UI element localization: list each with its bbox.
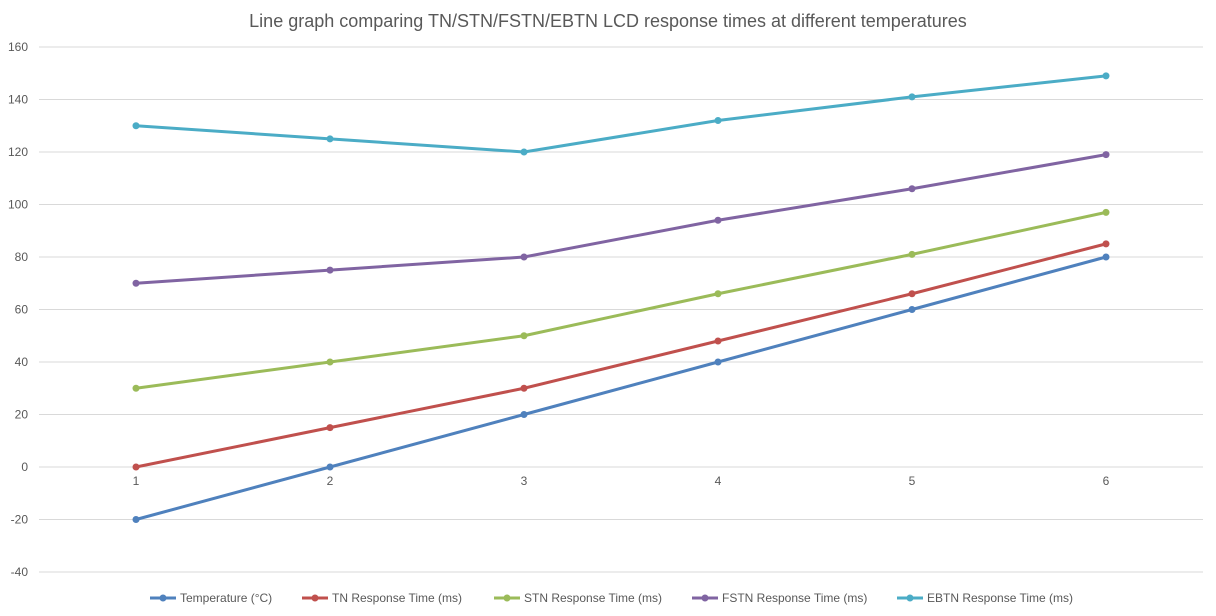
legend-marker — [311, 594, 319, 602]
data-point — [908, 93, 916, 101]
legend-item: Temperature (°C) — [150, 591, 272, 605]
data-point — [908, 250, 916, 258]
data-point — [132, 384, 140, 392]
legend-item: FSTN Response Time (ms) — [692, 591, 867, 605]
legend-item: STN Response Time (ms) — [494, 591, 662, 605]
legend-label: FSTN Response Time (ms) — [722, 591, 867, 605]
y-tick-label: 140 — [8, 93, 28, 107]
x-tick-label: 1 — [133, 474, 140, 488]
legend-marker — [503, 594, 511, 602]
data-point — [520, 332, 528, 340]
data-point — [714, 216, 722, 224]
data-point — [908, 185, 916, 193]
series-line — [135, 210, 1107, 390]
data-point — [326, 358, 334, 366]
y-tick-label: 40 — [15, 355, 29, 369]
data-point — [326, 266, 334, 274]
data-point — [1102, 151, 1110, 159]
data-point — [908, 290, 916, 298]
chart-title: Line graph comparing TN/STN/FSTN/EBTN LC… — [249, 11, 967, 31]
y-tick-label: 120 — [8, 145, 28, 159]
y-tick-label: 0 — [21, 460, 28, 474]
data-point — [1102, 72, 1110, 80]
x-tick-label: 3 — [521, 474, 528, 488]
series-2 — [132, 208, 1110, 392]
legend-item: TN Response Time (ms) — [302, 591, 462, 605]
data-point — [520, 384, 528, 392]
y-tick-label: 60 — [15, 303, 29, 317]
data-point — [714, 117, 722, 124]
series-3 — [132, 151, 1110, 287]
data-point — [520, 411, 528, 418]
legend-label: Temperature (°C) — [180, 591, 272, 605]
data-point — [714, 337, 722, 345]
data-point — [714, 290, 722, 298]
x-tick-label: 2 — [327, 474, 334, 488]
series-line — [135, 153, 1107, 285]
y-tick-label: -20 — [11, 513, 29, 527]
x-tick-label: 5 — [909, 474, 916, 488]
series-4 — [132, 72, 1110, 156]
data-point — [714, 358, 722, 366]
data-point — [908, 306, 916, 313]
data-point — [326, 424, 334, 432]
y-tick-label: 20 — [15, 408, 29, 422]
data-point — [132, 516, 140, 523]
legend-label: EBTN Response Time (ms) — [927, 591, 1073, 605]
data-point — [1102, 240, 1110, 248]
y-tick-label: -40 — [11, 565, 29, 579]
legend-marker — [159, 594, 167, 602]
x-tick-label: 6 — [1103, 474, 1110, 488]
data-point — [520, 253, 528, 261]
data-point — [1102, 253, 1110, 261]
series-1 — [132, 240, 1110, 471]
series-line — [135, 74, 1107, 154]
data-point — [132, 463, 140, 471]
series-line — [135, 242, 1107, 469]
y-tick-label: 80 — [15, 250, 29, 264]
y-tick-label: 100 — [8, 198, 28, 212]
legend-label: STN Response Time (ms) — [524, 591, 662, 605]
series-line — [135, 255, 1107, 521]
data-point — [326, 463, 334, 471]
legend-item: EBTN Response Time (ms) — [897, 591, 1073, 605]
y-tick-label: 160 — [8, 40, 28, 54]
x-tick-label: 4 — [715, 474, 722, 488]
data-point — [132, 122, 140, 130]
legend-marker — [701, 594, 709, 602]
series-0 — [132, 253, 1110, 523]
legend-marker — [906, 594, 914, 602]
data-point — [132, 279, 140, 287]
data-point — [1102, 208, 1110, 216]
data-point — [520, 148, 528, 156]
legend-label: TN Response Time (ms) — [332, 591, 462, 605]
data-point — [326, 135, 334, 143]
